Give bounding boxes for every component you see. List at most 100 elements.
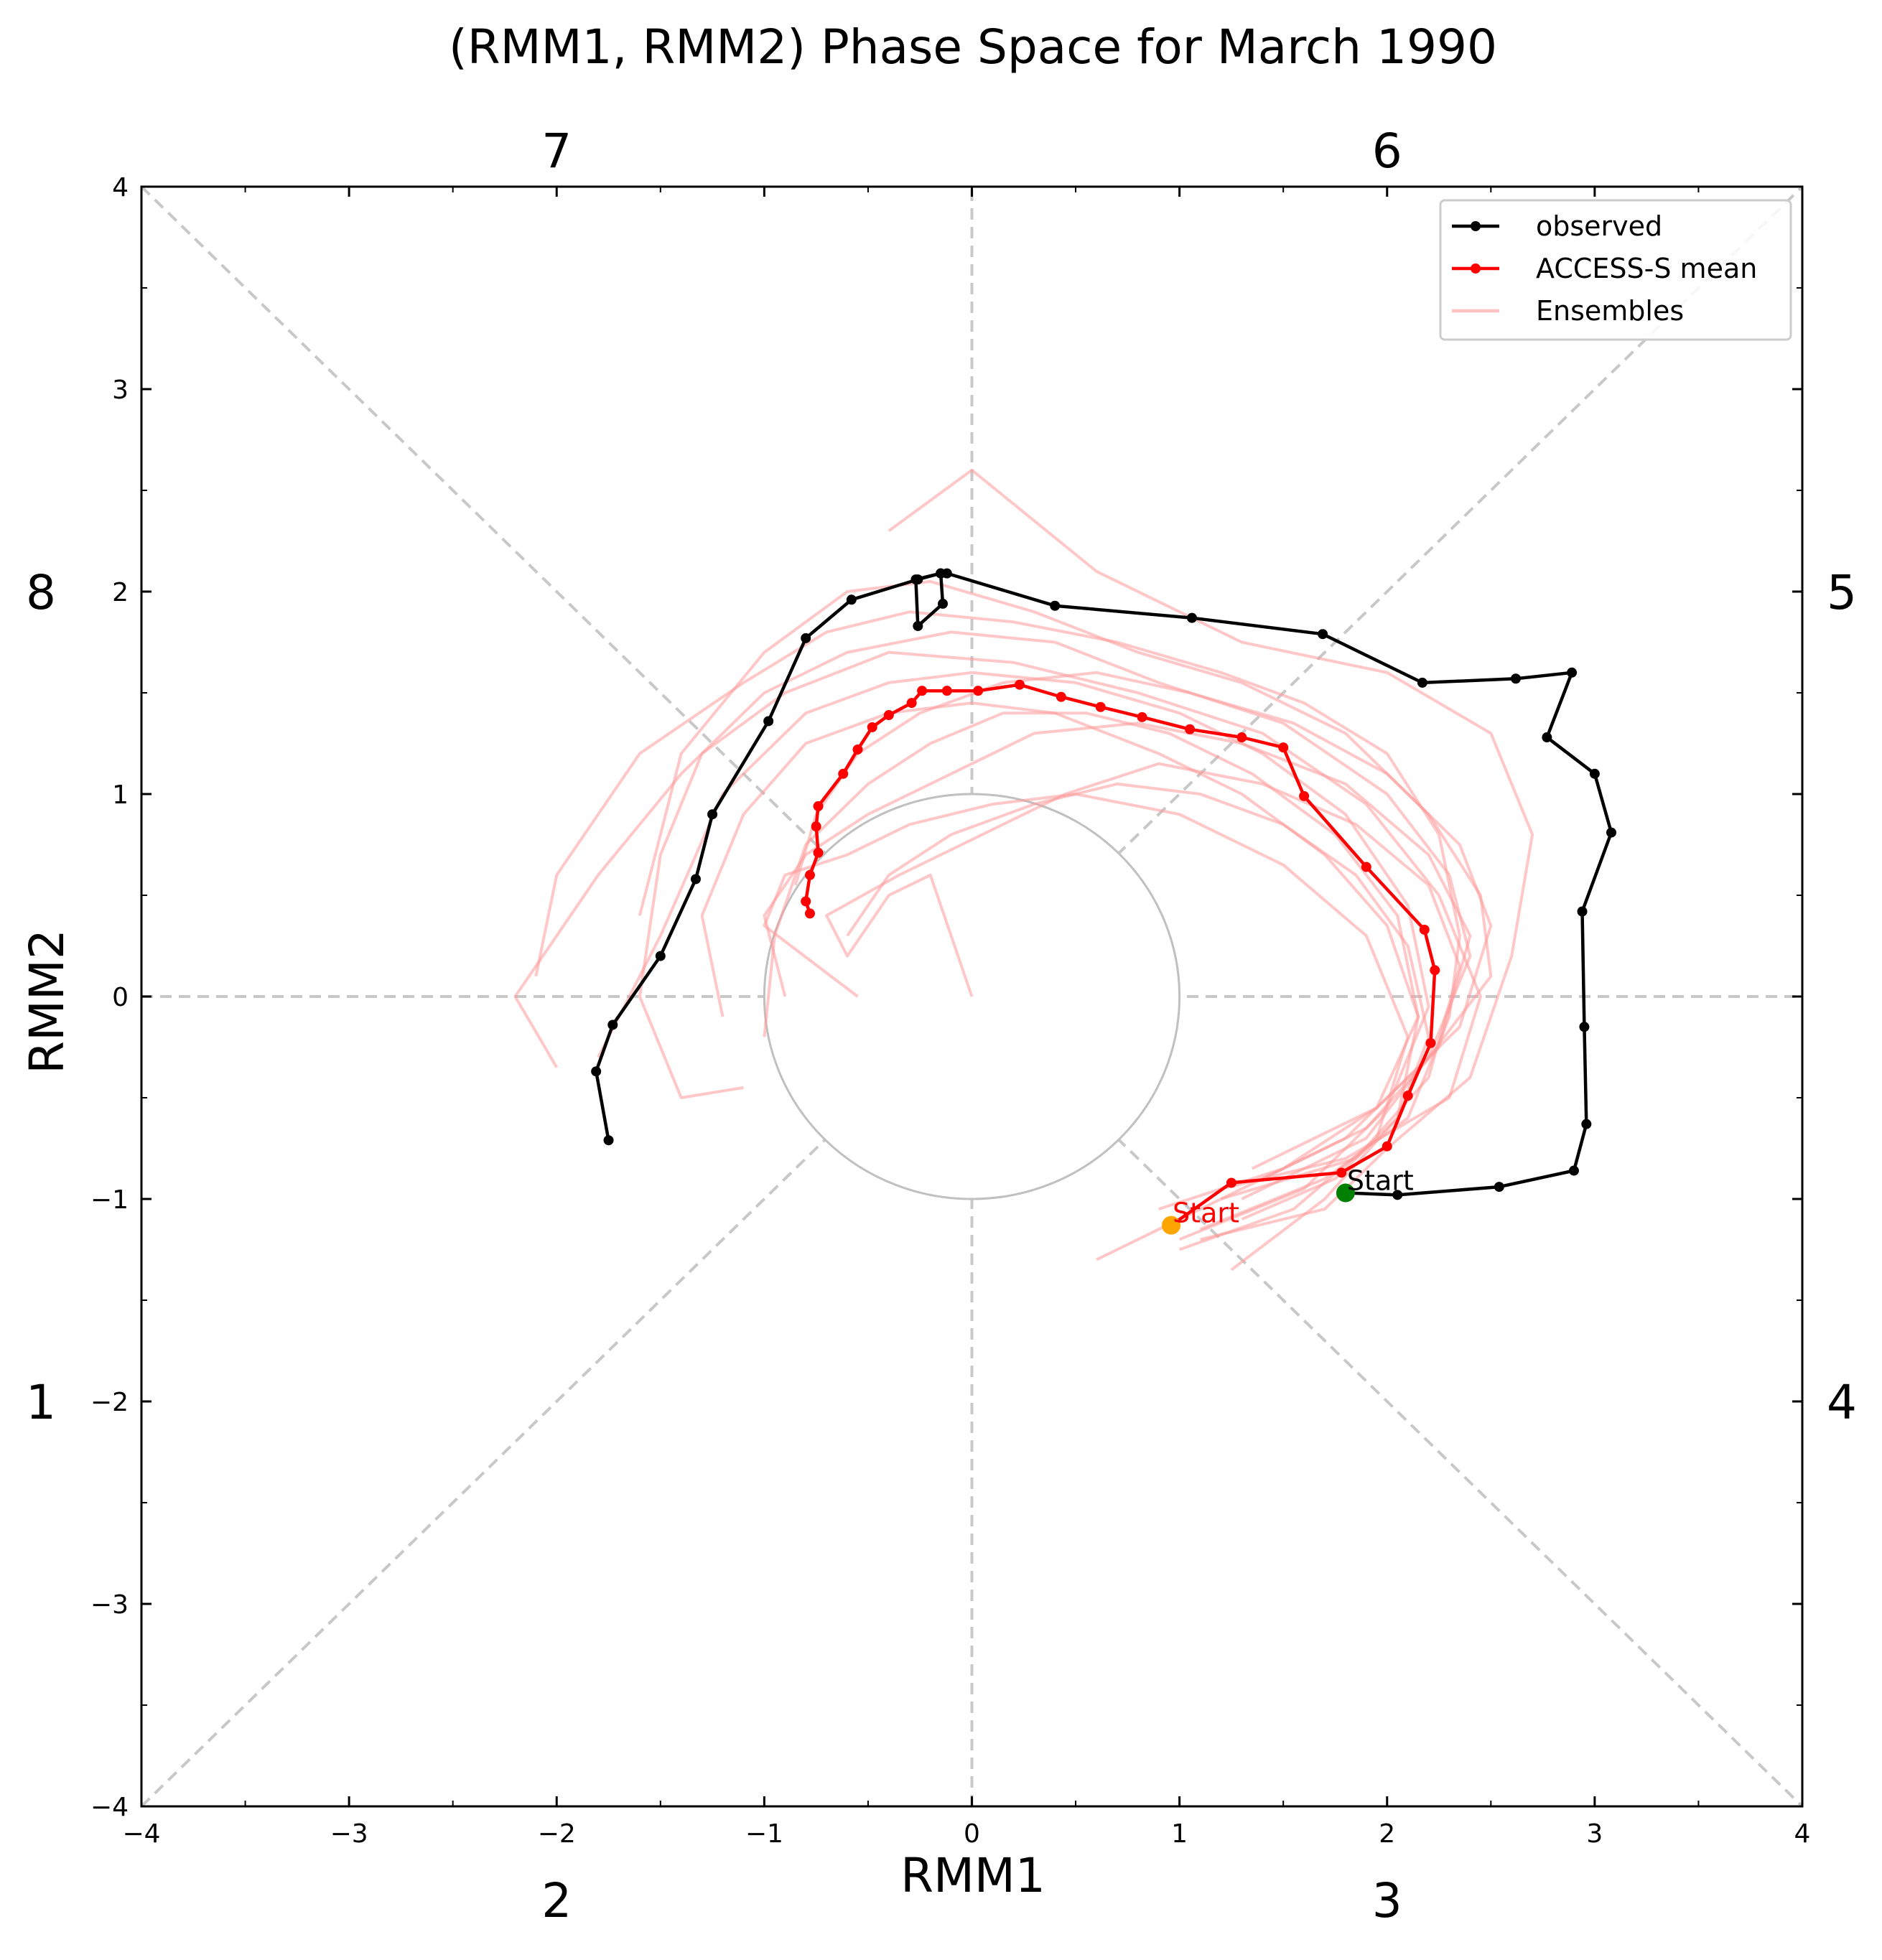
observed-point [1581,1119,1592,1129]
phase-label-bottom-3: 3 [1372,1873,1402,1928]
chart-title: (RMM1, RMM2) Phase Space for March 1990 [449,19,1497,75]
observed-point [603,1135,614,1146]
x-tick-label: 1 [1171,1819,1188,1849]
mean-point [811,821,821,832]
observed-line [594,571,1613,1197]
ensemble-line-7 [763,711,1420,1211]
mean-point [906,698,917,709]
y-tick-label: −1 [90,1185,129,1215]
phase-label-top-6: 6 [1372,123,1402,179]
mean-point [1095,701,1106,712]
mean-point [1336,1167,1347,1178]
legend-marker-mean [1471,263,1481,274]
y-tick-label: −4 [90,1793,129,1822]
observed-point [1050,600,1061,611]
ensemble-line-9 [763,793,1410,1251]
mean-point [804,869,815,880]
ensemble-line-12 [793,671,1493,1170]
legend-marker-observed [1471,221,1481,231]
legend-frame [1439,199,1792,341]
observed-point [690,874,701,885]
phase-label-bottom-2: 2 [541,1873,572,1928]
x-tick-label: 2 [1379,1819,1395,1849]
observed-point [846,594,857,605]
mean-point [1419,924,1430,935]
observed-point [913,574,923,585]
observed-point [655,951,666,961]
observed-point [1494,1182,1504,1193]
phase-labels: 7 6 2 3 8 1 5 4 [26,123,1857,1928]
x-axis-label: RMM1 [900,1848,1045,1903]
x-tick-label: 3 [1586,1819,1603,1849]
mean-point [1299,790,1310,801]
observed-point [801,633,811,643]
start-annotation-mean: Start [1173,1198,1239,1229]
mean-point [867,722,877,732]
y-tick-label: −2 [90,1388,129,1417]
mean-point [1137,711,1147,722]
observed-point [1589,768,1600,779]
mean-point [1226,1177,1236,1188]
y-tick-label: 3 [112,375,129,405]
mean-point [813,801,824,811]
mean-point [1430,965,1440,976]
mean-point [917,686,928,696]
observed-start-marker [1336,1183,1355,1203]
legend-label-mean: ACCESS-S mean [1536,253,1757,284]
y-axis-label: RMM2 [19,929,75,1074]
y-tick-label: 4 [112,173,129,202]
phase-label-right-4: 4 [1827,1375,1857,1430]
axes: −4 −3 −2 −1 0 1 2 3 4 −4 −3 −2 −1 0 1 2 3 4 [90,173,1811,1849]
mean-start-marker [1162,1215,1181,1235]
ensemble-line-5 [638,650,1482,1190]
ensemble-line-4 [597,671,1430,1241]
observed-point [1579,1022,1590,1032]
mean-point [973,686,984,696]
mean-point [1236,732,1247,743]
ensemble-line-13 [888,468,1534,1241]
observed-point [1392,1190,1403,1200]
observed-point [938,598,949,609]
observed-point [607,1019,618,1030]
observed-point [1542,732,1552,743]
mean-point [804,908,815,919]
ensemble-line-10 [825,762,1461,1200]
x-tick-label: 0 [964,1819,980,1849]
mean-point [838,768,849,779]
observed-point [1417,677,1427,688]
y-tick-label: 2 [112,578,129,607]
observed-point [1186,612,1197,623]
observed-point [591,1066,602,1077]
mean-point [813,847,824,858]
mean-point [1402,1091,1413,1101]
mean-point [941,686,952,696]
observed-point [913,620,923,631]
x-tick-label: −1 [745,1819,783,1849]
legend-label-ensembles: Ensembles [1536,295,1684,327]
observed-point [1577,906,1588,917]
legend: observed ACCESS-S mean Ensembles [1439,199,1792,341]
mean-point [1425,1037,1436,1048]
mean-point [852,744,863,755]
observed-point [1606,827,1617,838]
mean-point [883,710,894,721]
x-tick-label: −4 [122,1819,160,1849]
observed-point [936,568,946,579]
x-tick-label: 4 [1794,1819,1811,1849]
mean-point [1056,691,1066,702]
y-tick-label: 1 [112,780,129,810]
y-tick-label: 0 [112,983,129,1012]
phase-label-right-5: 5 [1827,565,1857,620]
legend-label-observed: observed [1536,210,1662,242]
observed-point [1318,629,1328,640]
phase-label-left-8: 8 [26,565,56,620]
phase-label-top-7: 7 [541,123,572,179]
observed-point [1511,673,1522,684]
phase-label-left-1: 1 [26,1375,56,1430]
x-tick-label: −2 [538,1819,576,1849]
mean-point [1361,862,1371,872]
observed-point [1567,667,1578,678]
plot-area: Start Start [140,185,1804,1808]
observed-point [763,716,774,727]
mean-point [1382,1141,1392,1152]
